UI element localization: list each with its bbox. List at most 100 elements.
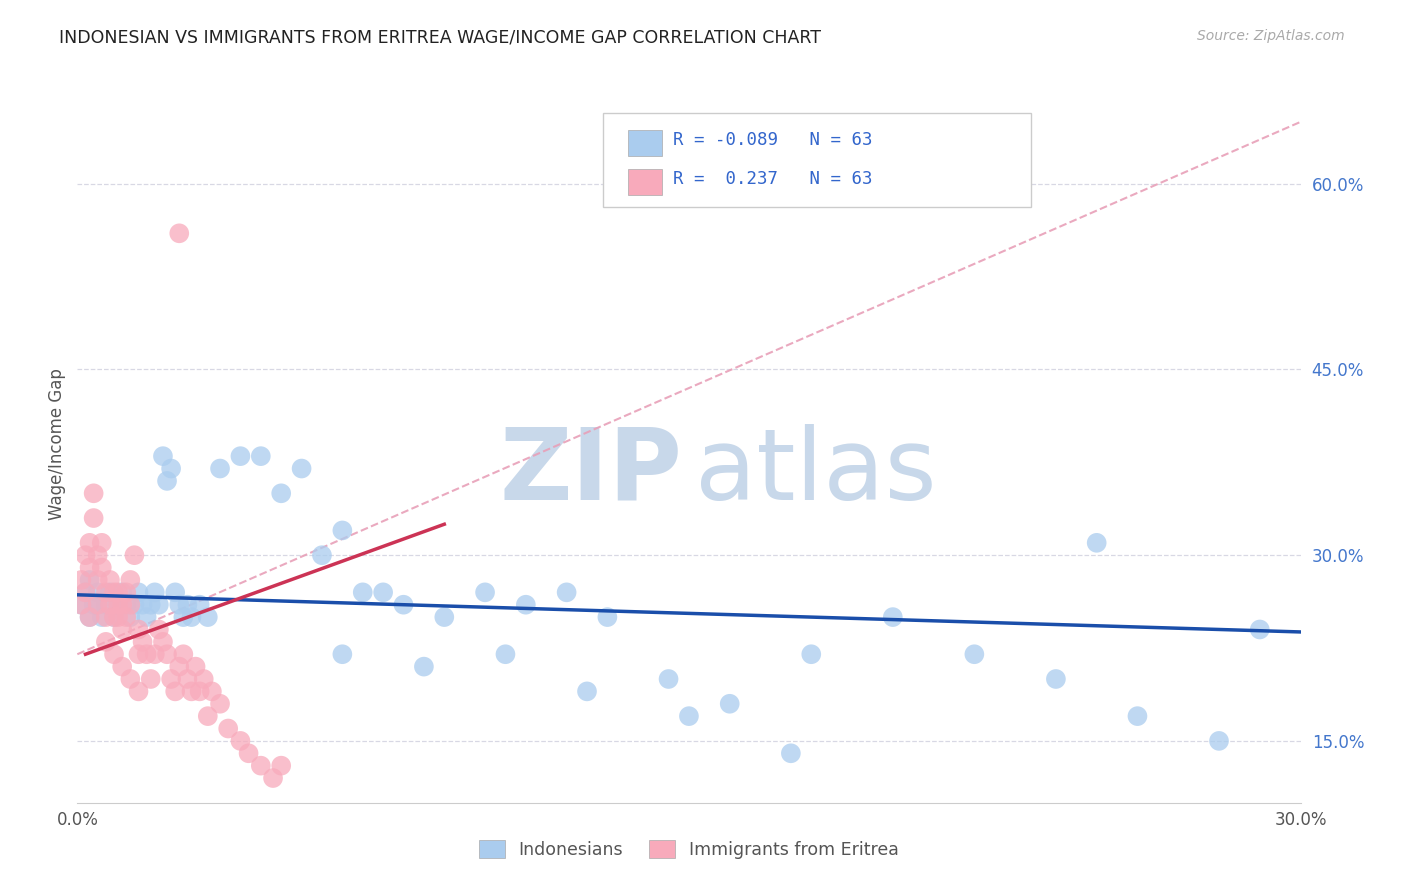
Point (83, 511, 105, 525)
Point (139, 598, 162, 612)
Point (678, 709, 700, 723)
Point (176, 598, 198, 612)
Point (172, 610, 194, 624)
Point (169, 227, 191, 241)
Point (103, 647, 125, 661)
Point (143, 647, 166, 661)
Point (94, 598, 117, 612)
Point (135, 610, 157, 624)
Bar (628, 130, 662, 156)
Point (127, 623, 149, 637)
Y-axis label: Wage/Income Gap: Wage/Income Gap (48, 368, 66, 520)
Point (98, 573, 121, 587)
Point (131, 598, 153, 612)
Point (127, 684, 149, 698)
Point (270, 758, 292, 772)
Point (169, 598, 191, 612)
Point (208, 461, 231, 475)
Point (555, 585, 578, 599)
Point (152, 449, 174, 463)
Point (120, 610, 142, 624)
Point (135, 647, 157, 661)
Point (160, 461, 183, 475)
Point (371, 585, 394, 599)
Point (413, 659, 436, 673)
Point (124, 548, 146, 562)
Point (238, 746, 260, 760)
Point (172, 647, 194, 661)
Point (208, 697, 231, 711)
Point (184, 659, 207, 673)
Text: Source: ZipAtlas.com: Source: ZipAtlas.com (1197, 29, 1344, 43)
Point (800, 647, 823, 661)
Point (160, 672, 183, 686)
Point (1249, 623, 1271, 637)
Point (115, 610, 138, 624)
Point (193, 672, 215, 686)
Point (79, 610, 101, 624)
Point (103, 610, 125, 624)
Point (882, 610, 904, 624)
Point (290, 461, 312, 475)
Point (1045, 672, 1067, 686)
Point (197, 709, 219, 723)
Point (111, 598, 134, 612)
Point (75, 585, 97, 599)
Point (111, 659, 134, 673)
Point (156, 474, 179, 488)
Point (124, 598, 146, 612)
Text: INDONESIAN VS IMMIGRANTS FROM ERITREA WAGE/INCOME GAP CORRELATION CHART: INDONESIAN VS IMMIGRANTS FROM ERITREA WA… (59, 29, 821, 46)
Point (90, 536, 112, 550)
Point (180, 684, 202, 698)
Point (70, 598, 93, 612)
Point (90, 560, 112, 574)
Point (148, 598, 170, 612)
Point (165, 684, 187, 698)
Point (197, 610, 219, 624)
Point (250, 758, 273, 772)
Point (201, 684, 224, 698)
Point (139, 672, 162, 686)
Point (474, 585, 496, 599)
Point (127, 647, 149, 661)
Point (217, 722, 239, 736)
Point (229, 449, 252, 463)
Point (98, 598, 121, 612)
Point (963, 647, 986, 661)
Point (79, 610, 101, 624)
Point (111, 585, 134, 599)
Legend: Indonesians, Immigrants from Eritrea: Indonesians, Immigrants from Eritrea (472, 833, 905, 866)
Point (779, 746, 801, 760)
Point (180, 610, 202, 624)
Point (143, 585, 166, 599)
Text: R = -0.089   N = 63: R = -0.089 N = 63 (673, 131, 873, 149)
Point (262, 771, 284, 785)
Point (111, 623, 134, 637)
Point (148, 623, 170, 637)
Point (120, 672, 142, 686)
Text: atlas: atlas (695, 424, 936, 521)
Point (156, 647, 179, 661)
Point (392, 598, 415, 612)
Point (103, 585, 125, 599)
FancyBboxPatch shape (603, 113, 1032, 207)
Point (87, 573, 110, 587)
Point (94, 635, 117, 649)
Point (120, 573, 142, 587)
Point (70, 573, 93, 587)
Point (515, 598, 537, 612)
Point (75, 548, 97, 562)
Point (87, 598, 110, 612)
Point (98, 585, 121, 599)
Point (115, 585, 138, 599)
Point (352, 585, 374, 599)
Point (250, 449, 273, 463)
Point (229, 734, 252, 748)
Bar (628, 169, 662, 194)
Point (433, 610, 456, 624)
Point (94, 585, 117, 599)
Point (311, 548, 333, 562)
Point (495, 647, 517, 661)
Point (107, 585, 129, 599)
Text: R =  0.237   N = 63: R = 0.237 N = 63 (673, 170, 873, 188)
